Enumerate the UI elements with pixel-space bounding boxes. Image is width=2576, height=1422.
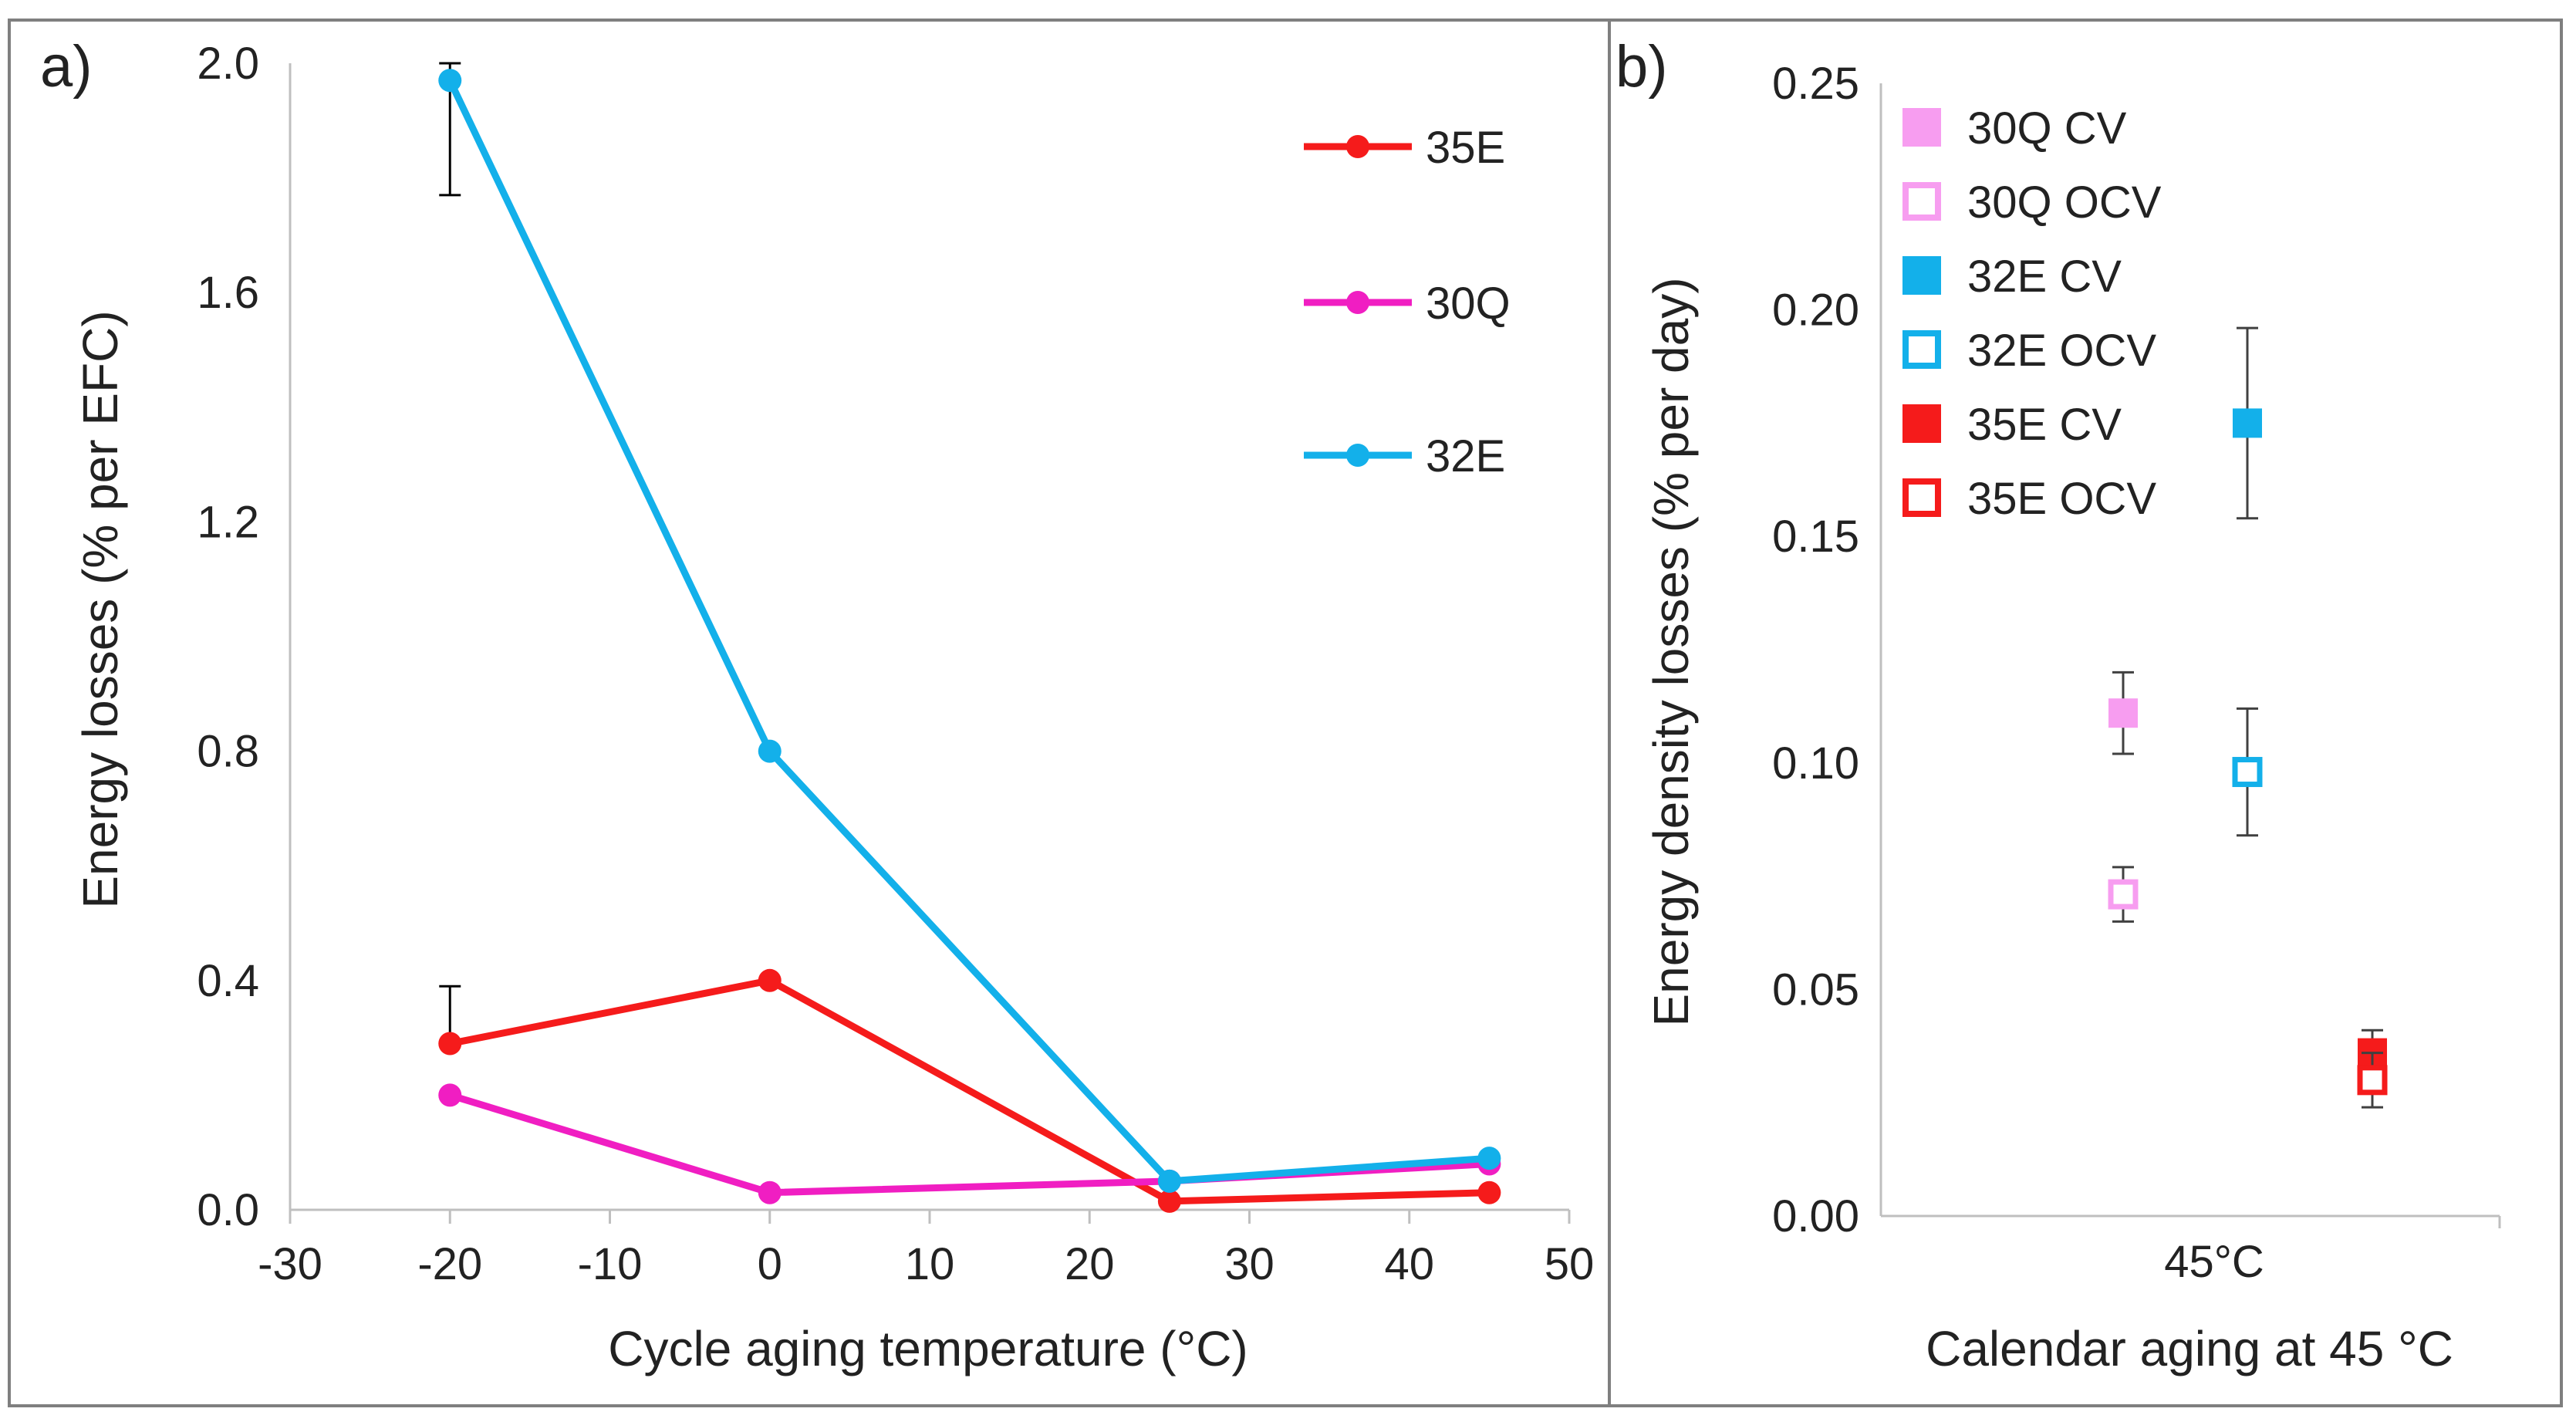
- a-x-tick-label: -10: [578, 1239, 643, 1289]
- b-legend-label-32e-cv: 32E CV: [1967, 252, 2122, 302]
- b-legend-label-35e-cv: 35E CV: [1967, 400, 2122, 450]
- b-y-tick-label: 0.25: [1772, 59, 1859, 109]
- panel-a-label: a): [40, 34, 93, 100]
- panel-b-x-tick-label: 45°C: [2164, 1237, 2264, 1287]
- panel-b-chart: b) Energy density losses (% per day) 45°…: [1615, 34, 2501, 1376]
- a-legend-label-32e: 32E: [1426, 431, 1505, 481]
- a-legend-marker-32e: [1346, 444, 1369, 467]
- a-x-tick-label: -30: [258, 1239, 322, 1289]
- a-series-line-30q: [448, 1092, 1490, 1197]
- a-y-tick-label: 1.2: [197, 497, 259, 547]
- a-y-tick-label: 0.8: [197, 727, 259, 777]
- a-y-tick-label: 1.6: [197, 268, 259, 318]
- a-data-point-32e: [1477, 1147, 1501, 1170]
- b-legend-marker-30q-ocv: [1902, 182, 1941, 221]
- a-x-tick-label: -20: [417, 1239, 482, 1289]
- a-data-point-32e: [438, 69, 462, 93]
- b-y-tick-label: 0.20: [1772, 285, 1859, 336]
- b-y-tick-label: 0.00: [1772, 1191, 1859, 1241]
- a-y-tick-label: 0.0: [197, 1185, 259, 1235]
- a-data-point-30q: [438, 1083, 462, 1107]
- b-data-point-30q-cv: [2108, 698, 2138, 728]
- a-x-tick-label: 40: [1384, 1239, 1434, 1289]
- a-data-point-32e: [1157, 1169, 1181, 1193]
- b-legend-label-30q-ocv: 30Q OCV: [1967, 177, 2162, 228]
- b-data-point-35e-ocv: [2357, 1065, 2388, 1096]
- b-legend-label-30q-cv: 30Q CV: [1967, 103, 2127, 154]
- b-data-point-30q-ocv: [2108, 879, 2139, 910]
- a-data-point-35e: [1477, 1180, 1501, 1204]
- b-data-point-32e-ocv: [2232, 757, 2263, 788]
- b-legend-marker-32e-cv: [1902, 256, 1941, 295]
- a-data-point-32e: [758, 739, 782, 763]
- b-y-tick-label: 0.10: [1772, 738, 1859, 789]
- panel-b-frame: [1608, 19, 2563, 1407]
- b-legend-label-35e-ocv: 35E OCV: [1967, 474, 2156, 524]
- a-data-point-35e: [758, 968, 782, 992]
- b-data-point-32e-cv: [2233, 408, 2262, 438]
- a-data-point-35e: [438, 1032, 462, 1056]
- a-y-tick-label: 0.4: [197, 956, 259, 1006]
- a-x-tick-label: 10: [905, 1239, 955, 1289]
- panel-b-x-axis-label: Calendar aging at 45 °C: [1926, 1321, 2453, 1376]
- panel-a-y-axis-label: Energy losses (% per EFC): [73, 310, 128, 908]
- a-x-tick-label: 0: [758, 1239, 782, 1289]
- a-series-line-35e: [449, 977, 1490, 1205]
- a-y-tick-label: 2.0: [197, 39, 259, 89]
- a-legend-marker-30q: [1346, 291, 1369, 314]
- panel-a-chart: a) Energy losses (% per EFC) Cycle aging…: [40, 34, 1594, 1376]
- a-data-point-30q: [758, 1180, 782, 1204]
- a-x-tick-label: 30: [1224, 1239, 1274, 1289]
- b-legend-marker-32e-ocv: [1902, 330, 1941, 369]
- a-legend-marker-35e: [1346, 135, 1369, 158]
- a-legend-label-30q: 30Q: [1426, 279, 1511, 329]
- panel-a-x-axis-label: Cycle aging temperature (°C): [608, 1321, 1247, 1376]
- panel-b-y-axis-label: Energy density losses (% per day): [1643, 277, 1699, 1026]
- panel-b-label: b): [1615, 34, 1668, 100]
- b-legend-marker-35e-cv: [1902, 404, 1941, 443]
- b-y-tick-label: 0.05: [1772, 964, 1859, 1015]
- a-legend-label-35e: 35E: [1426, 123, 1505, 173]
- b-legend-marker-30q-cv: [1902, 108, 1941, 147]
- b-y-tick-label: 0.15: [1772, 512, 1859, 562]
- a-x-tick-label: 20: [1065, 1239, 1115, 1289]
- a-series-line-32e: [447, 79, 1490, 1185]
- a-x-tick-label: 50: [1545, 1239, 1595, 1289]
- b-legend-label-32e-ocv: 32E OCV: [1967, 326, 2156, 376]
- a-data-point-35e: [1157, 1189, 1181, 1213]
- b-legend-marker-35e-ocv: [1902, 478, 1941, 517]
